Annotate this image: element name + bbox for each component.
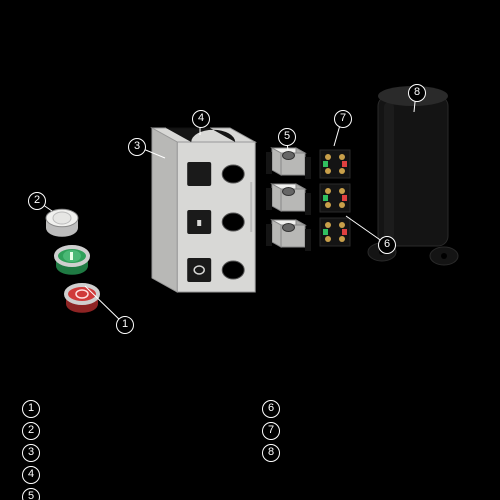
- led-red: [342, 195, 347, 201]
- legend-item-1: 1: [22, 400, 40, 418]
- label-plate: [187, 162, 211, 186]
- callout-7: 7: [334, 110, 352, 128]
- label-plate: [187, 258, 211, 282]
- legend-item-5: 5: [22, 488, 40, 500]
- legend-item-2: 2: [22, 422, 40, 440]
- button-hole: [222, 213, 244, 231]
- exploded-view-drawing: [0, 0, 500, 500]
- led-green: [323, 229, 328, 235]
- legend-item-4: 4: [22, 466, 40, 484]
- callout-6: 6: [378, 236, 396, 254]
- led-red: [342, 161, 347, 167]
- legend-item-8: 8: [262, 444, 280, 462]
- label-plate: [187, 210, 211, 234]
- callout-3: 3: [128, 138, 146, 156]
- callout-4: 4: [192, 110, 210, 128]
- terminal-block: [320, 218, 350, 246]
- legend-item-7: 7: [262, 422, 280, 440]
- legend-item-3: 3: [22, 444, 40, 462]
- terminal-block: [320, 184, 350, 212]
- rear-enclosure: [378, 96, 448, 246]
- button-hole: [222, 165, 244, 183]
- led-green: [323, 161, 328, 167]
- led-green: [323, 195, 328, 201]
- button-hole: [222, 261, 244, 279]
- callout-8: 8: [408, 84, 426, 102]
- terminal-block: [320, 150, 350, 178]
- callout-2: 2: [28, 192, 46, 210]
- led-red: [342, 229, 347, 235]
- callout-1: 1: [116, 316, 134, 334]
- enclosure-cover-top: [152, 128, 255, 142]
- legend-item-6: 6: [262, 400, 280, 418]
- enclosure-cover-front: [177, 142, 255, 292]
- callout-5: 5: [278, 128, 296, 146]
